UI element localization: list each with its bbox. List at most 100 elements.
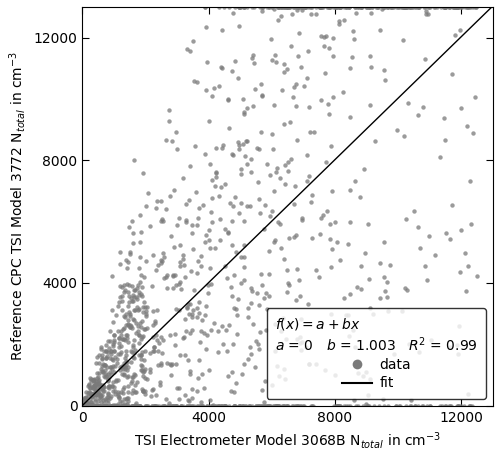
Point (80, 398, 88, 406)
Point (366, 3, 374, 11)
Point (266, 171, 274, 179)
Point (137, 335, 145, 343)
Point (188, 326, 196, 333)
Point (132, 381, 140, 388)
Point (170, 402, 178, 409)
Point (205, 237, 213, 244)
Point (136, 402, 144, 409)
Point (284, 402, 292, 409)
Point (167, 232, 175, 240)
Point (215, 402, 223, 409)
Point (137, 351, 145, 359)
Point (342, 312, 350, 319)
Point (84, 400, 92, 408)
Point (137, 228, 145, 235)
Point (138, 292, 146, 300)
Point (81, 398, 89, 405)
Point (212, 144, 220, 152)
Point (134, 281, 142, 289)
Point (110, 347, 118, 354)
Point (249, 51, 257, 59)
Point (94, 398, 102, 405)
Point (308, 191, 316, 199)
Point (82, 398, 90, 406)
Point (162, 272, 170, 279)
Point (109, 379, 117, 386)
Point (284, 3, 292, 11)
Point (179, 174, 187, 181)
Point (177, 402, 185, 409)
Point (164, 402, 172, 409)
Point (132, 402, 140, 409)
Point (103, 364, 111, 371)
Point (116, 248, 124, 256)
Point (143, 303, 151, 311)
Point (80, 401, 88, 408)
Point (228, 68, 236, 75)
Point (123, 400, 131, 408)
Point (344, 402, 352, 409)
Point (317, 97, 325, 104)
Point (348, 53, 356, 60)
Point (139, 169, 147, 176)
Point (103, 352, 111, 360)
Point (400, 3, 408, 11)
Point (146, 392, 154, 399)
Point (129, 344, 137, 351)
Point (141, 365, 149, 373)
Point (345, 333, 353, 340)
Point (120, 281, 128, 288)
Point (188, 402, 196, 409)
Point (242, 105, 250, 112)
Point (320, 33, 328, 40)
Point (106, 363, 114, 371)
Point (332, 3, 340, 11)
Point (108, 347, 116, 354)
Point (412, 402, 420, 409)
Point (298, 3, 306, 11)
Point (298, 6, 306, 14)
Point (175, 385, 183, 392)
Point (286, 3, 294, 11)
Point (216, 402, 224, 409)
Point (124, 322, 132, 329)
Point (149, 321, 157, 328)
Point (112, 402, 120, 409)
Point (168, 285, 176, 292)
Point (262, 402, 270, 409)
Point (192, 222, 200, 229)
Point (230, 402, 238, 409)
Point (100, 361, 108, 369)
Point (98, 362, 106, 370)
Point (104, 402, 112, 409)
Point (116, 282, 124, 289)
Point (116, 393, 124, 401)
Point (351, 3, 359, 11)
Point (156, 402, 164, 409)
Point (143, 402, 151, 409)
Point (284, 322, 292, 329)
Point (366, 376, 374, 383)
Point (158, 402, 166, 409)
Point (85, 401, 93, 408)
Point (321, 366, 329, 373)
Point (380, 67, 388, 74)
Point (389, 3, 397, 11)
Point (400, 3, 407, 11)
Point (127, 359, 135, 366)
Point (426, 3, 434, 11)
Point (128, 348, 136, 355)
Point (128, 217, 136, 224)
Point (92, 379, 100, 387)
Point (114, 376, 122, 384)
Point (333, 238, 341, 245)
Point (163, 359, 171, 366)
Point (363, 3, 371, 11)
Point (240, 241, 248, 248)
Point (352, 344, 360, 351)
Point (294, 3, 302, 11)
Point (102, 402, 110, 409)
Point (120, 370, 128, 377)
Point (128, 229, 136, 237)
Point (274, 402, 282, 409)
